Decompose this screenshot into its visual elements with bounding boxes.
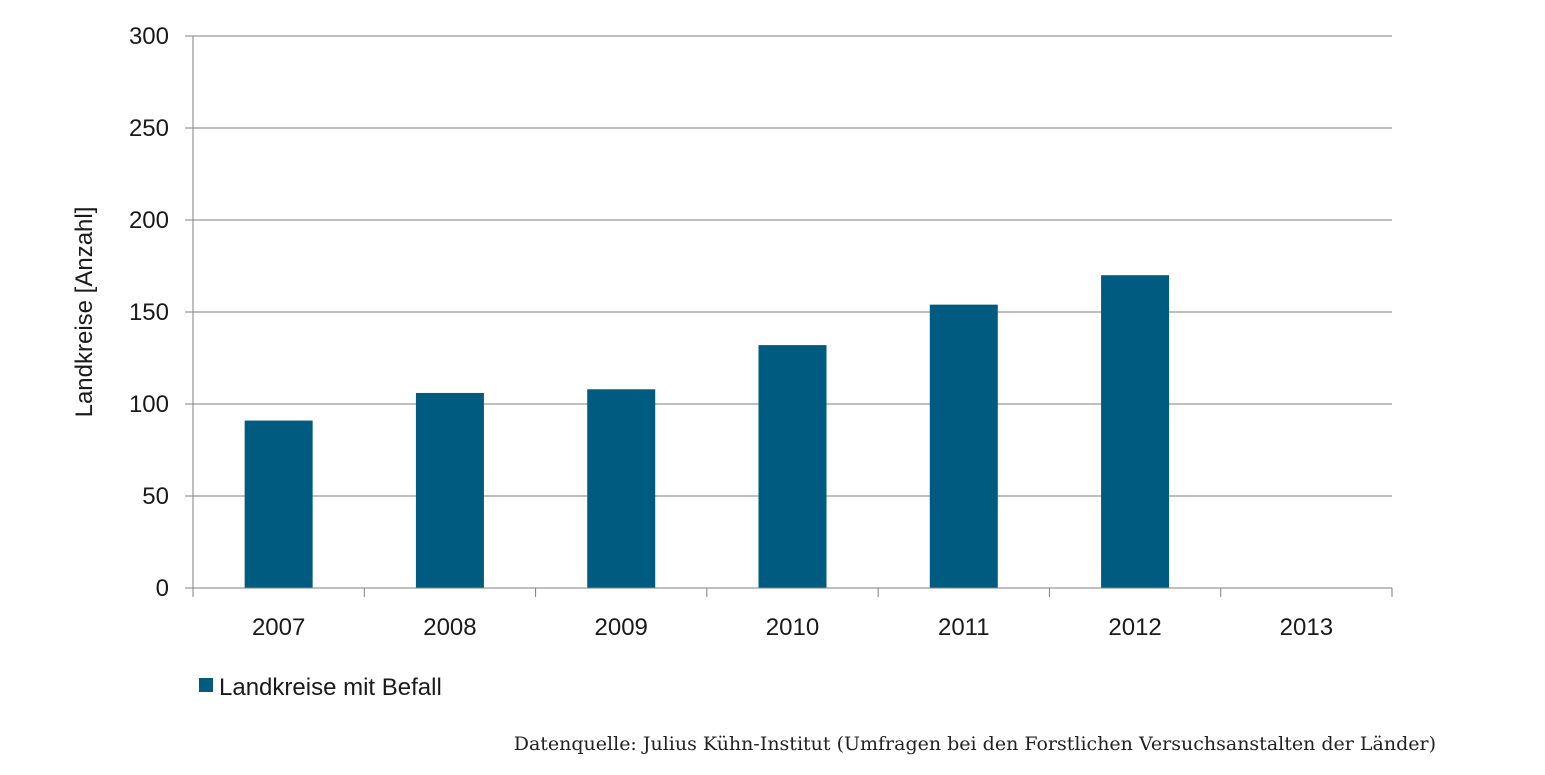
y-tick-label: 0 xyxy=(156,575,169,602)
y-tick-label: 250 xyxy=(129,115,169,142)
x-tick-label: 2007 xyxy=(252,614,305,641)
y-tick-label: 300 xyxy=(129,23,169,50)
gridlines xyxy=(193,35,1392,497)
bar-2008 xyxy=(415,392,484,588)
x-tick-label: 2008 xyxy=(423,614,476,641)
x-axis-tick-labels: 2007 2008 2009 2010 2011 2012 2013 xyxy=(252,614,1333,641)
bar-2010 xyxy=(758,345,827,588)
y-axis-tick-labels: 0 50 100 150 200 250 300 xyxy=(129,23,169,602)
y-axis-title: Landkreise [Anzahl] xyxy=(71,207,98,418)
x-tick-label: 2011 xyxy=(938,614,990,641)
y-tick-label: 50 xyxy=(142,483,169,510)
legend-label: Landkreise mit Befall xyxy=(219,674,442,701)
y-tick-label: 200 xyxy=(129,207,169,234)
y-tick-label: 100 xyxy=(129,391,169,418)
x-tick-label: 2010 xyxy=(766,614,819,641)
y-tick-label: 150 xyxy=(129,299,169,326)
bar-2012 xyxy=(1101,275,1170,588)
x-tick-label: 2013 xyxy=(1280,614,1333,641)
axes xyxy=(185,35,1393,597)
x-tick-label: 2012 xyxy=(1108,614,1161,641)
legend-swatch xyxy=(199,678,213,692)
source-note: Datenquelle: Julius Kühn-Institut (Umfra… xyxy=(514,733,1436,755)
bar-2009 xyxy=(587,389,656,588)
legend: Landkreise mit Befall xyxy=(199,674,442,701)
bar-2007 xyxy=(244,420,313,588)
bar-2011 xyxy=(929,304,998,588)
bar-series xyxy=(244,275,1170,588)
x-tick-label: 2009 xyxy=(595,614,648,641)
